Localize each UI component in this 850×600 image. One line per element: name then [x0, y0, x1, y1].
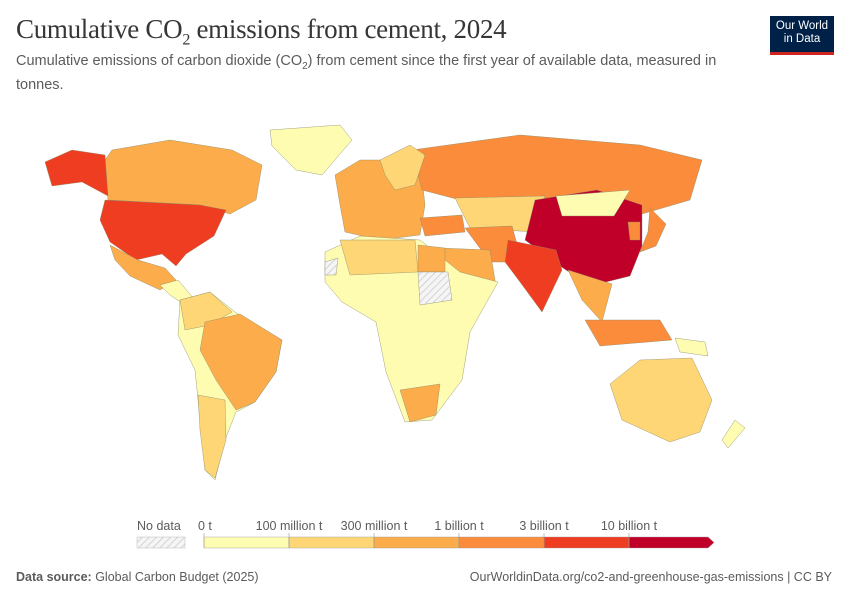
legend-tick-label: 10 billion t [601, 519, 658, 533]
title-text: Cumulative CO [16, 14, 183, 44]
country-png[interactable] [674, 337, 709, 357]
legend-bin-3[interactable] [458, 536, 545, 549]
title-subscript: 2 [182, 31, 191, 49]
country-russia[interactable] [411, 134, 703, 215]
chart-subtitle: Cumulative emissions of carbon dioxide (… [16, 52, 746, 95]
country-alaska[interactable] [44, 149, 109, 197]
country-sudan[interactable] [417, 271, 453, 306]
country-western-sahara[interactable] [324, 257, 339, 276]
country-scandinavia[interactable] [379, 144, 426, 191]
country-north-africa[interactable] [339, 239, 419, 276]
country-japan[interactable] [639, 207, 667, 253]
source-label: Data source: [16, 570, 92, 584]
logo-line-1: Our World [775, 20, 829, 32]
country-africa[interactable] [324, 235, 499, 423]
country-australia[interactable] [609, 357, 713, 443]
country-brazil[interactable] [199, 313, 283, 411]
owid-logo[interactable]: Our World in Data [770, 16, 834, 55]
country-greenland[interactable] [269, 124, 353, 176]
legend-no-data-label: No data [137, 519, 181, 533]
country-egypt[interactable] [417, 244, 446, 273]
country-argentina[interactable] [197, 394, 227, 479]
subtitle-text-rest: ) from cement since the first year of av… [16, 53, 717, 93]
source-url[interactable]: OurWorldinData.org/co2-and-greenhouse-ga… [469, 570, 832, 584]
legend-tick-label: 3 billion t [519, 519, 569, 533]
country-south-africa[interactable] [399, 383, 441, 423]
legend-bin-2[interactable] [373, 536, 460, 549]
legend-tick-label: 0 t [198, 519, 212, 533]
data-source: Data source: Global Carbon Budget (2025) [16, 570, 259, 584]
legend-bin-0[interactable] [203, 536, 290, 549]
subtitle-text: Cumulative emissions of carbon dioxide (… [16, 53, 303, 69]
country-shapes [44, 124, 746, 481]
source-value[interactable]: Global Carbon Budget (2025) [91, 570, 259, 584]
country-india[interactable] [504, 239, 563, 313]
legend-tick-label: 1 billion t [434, 519, 484, 533]
legend-no-data-swatch [136, 536, 186, 549]
legend-bin-4[interactable] [543, 536, 630, 549]
country-indonesia[interactable] [584, 319, 673, 347]
chart-title: Cumulative CO2 emissions from cement, 20… [16, 14, 507, 49]
legend-tick-label: 300 million t [341, 519, 408, 533]
country-usa[interactable] [99, 199, 227, 267]
legend-bin-5[interactable] [628, 536, 715, 549]
subtitle-subscript: 2 [302, 60, 308, 72]
country-korea[interactable] [627, 221, 641, 241]
legend: No data 0 t 100 million t 300 million t 1 b… [136, 519, 715, 549]
logo-line-2: in Data [783, 33, 821, 45]
country-turkey[interactable] [419, 214, 466, 237]
legend-bin-1[interactable] [288, 536, 375, 549]
country-mongolia[interactable] [555, 189, 631, 217]
country-new-zealand[interactable] [721, 419, 746, 449]
legend-tick-label: 100 million t [256, 519, 323, 533]
title-text-rest: emissions from cement, 2024 [190, 14, 507, 44]
